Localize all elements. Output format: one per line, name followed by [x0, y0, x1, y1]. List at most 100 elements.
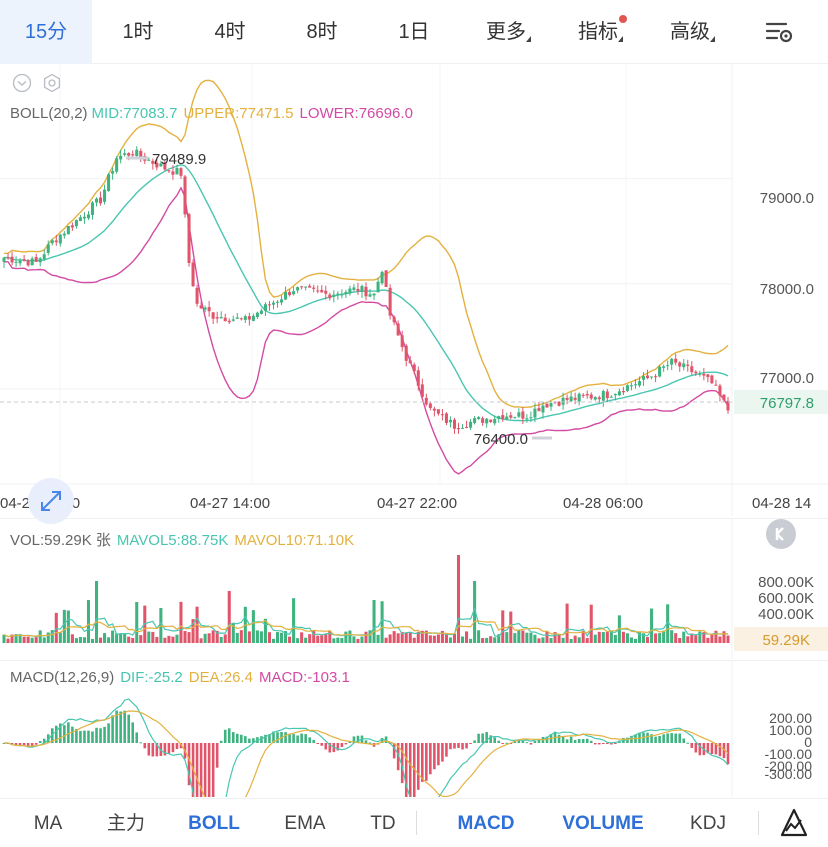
price-axis-label: 78000.0: [760, 281, 814, 298]
candle-body: [66, 226, 70, 235]
volume-bar: [199, 638, 203, 643]
volume-bar: [726, 635, 730, 643]
volume-bar: [372, 600, 376, 643]
indicator-label: EMA: [284, 813, 326, 834]
macd-bar: [26, 743, 30, 747]
indicator-kdj[interactable]: KDJ: [680, 799, 736, 847]
macd-bar: [167, 743, 171, 754]
macd-bar: [300, 733, 303, 743]
macd-bar: [565, 739, 569, 743]
volume-bar: [22, 636, 26, 643]
candle-body: [710, 375, 714, 384]
volume-bar: [533, 634, 537, 643]
candle-body: [545, 404, 549, 408]
volume-bar: [593, 634, 597, 643]
candle-body: [625, 385, 629, 391]
candle-body: [376, 281, 380, 293]
indicator-ma[interactable]: MA: [20, 799, 76, 847]
macd-bar: [344, 743, 348, 745]
chevron-down-icon[interactable]: [12, 73, 32, 93]
macd-bar: [223, 729, 227, 743]
macd-bar: [477, 733, 480, 743]
volume-panel[interactable]: 800.00K 600.00K 400.00K 59.29K VOL:59.29K 张…: [0, 518, 828, 659]
candle-body: [581, 394, 585, 396]
volume-bar: [46, 632, 50, 643]
vol-value: VOL:59.29K 张: [10, 532, 111, 549]
tab-more[interactable]: 更多: [468, 0, 544, 64]
indicator-volume[interactable]: VOLUME: [548, 799, 658, 847]
tab-1d[interactable]: 1日: [376, 0, 452, 64]
macd-bar: [417, 743, 420, 790]
macd-bar: [614, 743, 617, 744]
volume-bar: [30, 637, 34, 643]
volume-bar: [82, 637, 86, 643]
volume-bar: [147, 631, 151, 643]
candle-body: [485, 418, 489, 424]
indicator-main-force[interactable]: 主力: [96, 799, 156, 847]
indicator-td[interactable]: TD: [358, 799, 408, 847]
volume-bar: [489, 636, 493, 643]
volume-bar: [396, 633, 400, 643]
volume-bar: [549, 638, 553, 643]
tab-indicators[interactable]: 指标: [560, 0, 636, 64]
tab-15min[interactable]: 15分: [0, 0, 92, 64]
min-price-label: 76400.0: [474, 431, 528, 448]
candle-body: [263, 304, 267, 311]
volume-bar: [465, 631, 469, 643]
candle-body: [14, 261, 18, 263]
macd-bar: [368, 742, 372, 744]
caret-icon: [710, 36, 715, 42]
k-line-icon[interactable]: [766, 519, 796, 549]
draw-tool-icon[interactable]: [778, 807, 810, 839]
macd-bar: [111, 715, 114, 743]
volume-bar: [714, 630, 718, 643]
candle-body: [698, 373, 702, 375]
macd-bar: [10, 743, 14, 744]
candle-body: [94, 198, 99, 203]
time-axis-label: 04-28 06:00: [563, 495, 643, 512]
volume-bar: [364, 631, 368, 643]
indicator-boll[interactable]: BOLL: [178, 799, 250, 847]
tab-advanced[interactable]: 高级: [652, 0, 728, 64]
settings-sliders-icon[interactable]: [764, 18, 796, 46]
expand-arrows-icon[interactable]: [28, 478, 74, 524]
candle-body: [219, 317, 223, 319]
tab-4h[interactable]: 4时: [192, 0, 268, 64]
macd-bar: [227, 728, 231, 743]
volume-bar: [316, 635, 320, 643]
gear-icon[interactable]: [42, 73, 62, 93]
macd-panel[interactable]: 200.00 100.00 0 -100.00 -200.00 -300.00 MACD(…: [0, 660, 828, 847]
indicator-macd[interactable]: MACD: [446, 799, 526, 847]
macd-bar: [14, 743, 18, 746]
candle-body: [408, 360, 412, 364]
macd-bar: [34, 743, 38, 745]
macd-bar: [465, 743, 468, 749]
volume-bar: [658, 633, 662, 643]
volume-bar: [251, 610, 255, 643]
candle-body: [448, 419, 452, 423]
candle-body: [6, 257, 10, 259]
volume-bar: [529, 632, 533, 643]
indicator-ema[interactable]: EMA: [272, 799, 338, 847]
volume-bar: [388, 634, 392, 643]
candle-body: [175, 168, 179, 175]
candle-body: [203, 307, 207, 310]
tab-8h[interactable]: 8时: [284, 0, 360, 64]
volume-bar: [292, 598, 296, 643]
macd-bar: [537, 739, 541, 743]
candle-body: [465, 426, 469, 428]
candle-body: [650, 376, 654, 378]
macd-bar: [191, 743, 195, 818]
main-chart-panel[interactable]: 79000.0 78000.0 77000.0 76797.8 79489.9 76400…: [0, 64, 828, 549]
candlestick-chart[interactable]: 79000.0 78000.0 77000.0 76797.8 79489.9 76400…: [0, 64, 828, 516]
candle-body: [336, 293, 340, 295]
candle-body: [58, 234, 62, 244]
tab-1h[interactable]: 1时: [100, 0, 176, 64]
boll-legend: BOLL(20,2) MID:77083.7 UPPER:77471.5 LOWER:…: [10, 105, 419, 122]
macd-bar: [244, 736, 247, 743]
candle-body: [259, 310, 263, 314]
candle-body: [207, 307, 211, 312]
volume-bar: [26, 636, 30, 643]
